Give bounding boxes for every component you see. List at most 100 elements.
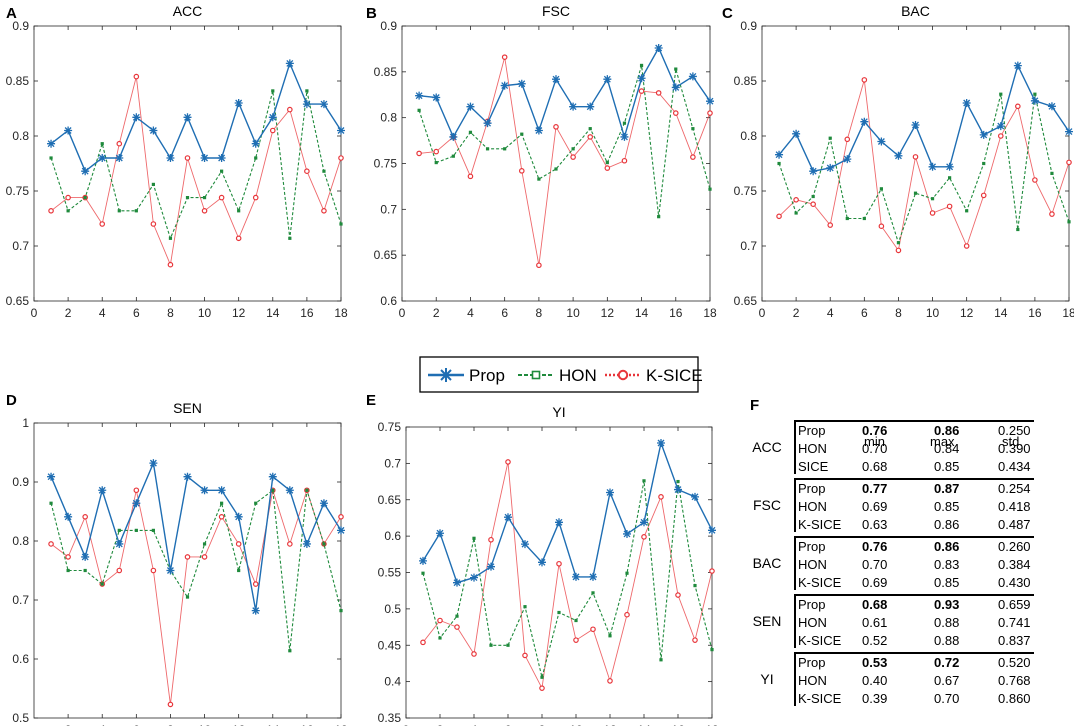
- y-tick-label: 0.75: [374, 157, 398, 171]
- marker-ksice: [878, 223, 885, 230]
- marker-prop: [1030, 96, 1039, 105]
- panel-letter: C: [722, 5, 733, 22]
- marker-hon: [489, 643, 493, 647]
- marker-hon: [948, 176, 952, 180]
- marker-hon: [537, 177, 541, 181]
- marker-hon: [220, 501, 224, 505]
- stats-min: 0.70: [862, 441, 888, 456]
- stats-min: 0.76: [862, 423, 888, 438]
- marker-ksice: [707, 110, 713, 116]
- stats-max: 0.84: [934, 441, 960, 456]
- marker-ksice: [218, 514, 225, 520]
- marker-hon: [605, 160, 609, 165]
- marker-prop: [47, 139, 56, 148]
- stats-max: 0.86: [934, 517, 960, 532]
- y-tick-label: 0.35: [378, 711, 402, 725]
- x-tick-label: 8: [167, 723, 174, 726]
- marker-hon: [588, 127, 592, 131]
- marker-prop: [962, 99, 971, 107]
- y-tick-label: 0.9: [740, 19, 757, 33]
- marker-prop: [47, 472, 56, 481]
- x-tick-label: 6: [133, 723, 140, 726]
- series-line-prop: [419, 46, 711, 140]
- marker-prop: [234, 512, 243, 521]
- marker-ksice: [1032, 177, 1038, 183]
- marker-ksice: [184, 554, 191, 560]
- stats-min: 0.77: [862, 481, 888, 496]
- marker-ksice: [201, 554, 208, 560]
- marker-prop: [285, 59, 294, 68]
- marker-prop: [654, 44, 663, 52]
- marker-ksice: [810, 201, 816, 208]
- marker-ksice: [827, 222, 834, 228]
- marker-hon: [185, 595, 190, 599]
- stats-max: 0.83: [934, 557, 960, 572]
- x-tick-label: 2: [433, 306, 440, 320]
- x-tick-label: 2: [793, 306, 800, 320]
- y-tick-label: 0.8: [740, 129, 757, 143]
- marker-hon: [571, 147, 575, 151]
- series-line-hon: [50, 90, 342, 240]
- y-tick-label: 0.75: [6, 184, 30, 198]
- marker-ksice: [167, 261, 174, 268]
- marker-hon: [271, 488, 275, 492]
- marker-ksice: [150, 221, 157, 227]
- marker-hon: [554, 167, 558, 171]
- marker-hon: [520, 132, 524, 136]
- group-rule: [794, 652, 1034, 654]
- stats-min: 0.68: [862, 597, 888, 612]
- series-prop: [775, 61, 1073, 176]
- stats-min: 0.69: [862, 499, 888, 514]
- stats-max: 0.86: [934, 539, 960, 554]
- marker-ksice: [590, 626, 596, 633]
- marker-hon: [202, 196, 207, 200]
- marker-prop: [504, 513, 512, 522]
- marker-hon: [622, 121, 627, 125]
- marker-ksice: [304, 168, 310, 175]
- marker-prop: [449, 132, 458, 141]
- marker-ksice: [621, 157, 628, 164]
- marker-hon: [676, 479, 680, 484]
- marker-hon: [237, 209, 241, 213]
- marker-ksice: [218, 194, 225, 201]
- marker-hon: [693, 583, 697, 588]
- marker-prop: [606, 488, 614, 497]
- marker-hon: [557, 610, 561, 615]
- series-line-prop: [50, 61, 342, 173]
- stats-method: K-SICE: [798, 575, 842, 590]
- y-tick-label: 0.85: [374, 65, 398, 79]
- y-tick-label: 0.4: [384, 675, 401, 689]
- marker-ksice: [607, 678, 613, 684]
- marker-ksice: [488, 536, 494, 543]
- header-max: max: [930, 434, 955, 449]
- marker-prop: [555, 518, 563, 527]
- marker-prop: [436, 529, 444, 538]
- stats-metric-label: ACC: [752, 439, 782, 455]
- x-tick-label: 16: [671, 723, 685, 726]
- marker-hon: [777, 161, 781, 166]
- marker-prop: [166, 154, 175, 162]
- group-bracket: [794, 478, 796, 532]
- marker-hon: [417, 108, 421, 112]
- y-tick-label: 0.45: [378, 638, 402, 652]
- marker-ksice: [536, 262, 542, 269]
- marker-ksice: [338, 155, 344, 161]
- marker-hon: [49, 156, 53, 160]
- y-tick-label: 0.9: [12, 19, 29, 33]
- marker-hon: [83, 568, 87, 573]
- marker-hon: [100, 142, 104, 146]
- marker-prop: [98, 486, 107, 495]
- marker-hon: [674, 67, 678, 71]
- marker-ksice: [641, 534, 647, 540]
- marker-hon: [1050, 171, 1054, 175]
- stats-group-yi: YI Prop 0.53 0.72 0.520 HON 0.40 0.67 0.768 K-SIC…: [746, 652, 1046, 708]
- marker-hon: [708, 187, 712, 191]
- marker-hon: [322, 169, 326, 173]
- marker-ksice: [604, 165, 611, 171]
- stats-metric-label: YI: [760, 671, 774, 687]
- chart-panel-a: A ACC 0.65 0.7 0.75 0.8 0.85 0.9 0 2 4 6 8 10 12 14 16 18: [6, 3, 348, 320]
- marker-ksice: [672, 110, 679, 116]
- marker-prop: [64, 126, 73, 135]
- marker-ksice: [658, 494, 664, 500]
- x-tick-label: 6: [133, 306, 140, 320]
